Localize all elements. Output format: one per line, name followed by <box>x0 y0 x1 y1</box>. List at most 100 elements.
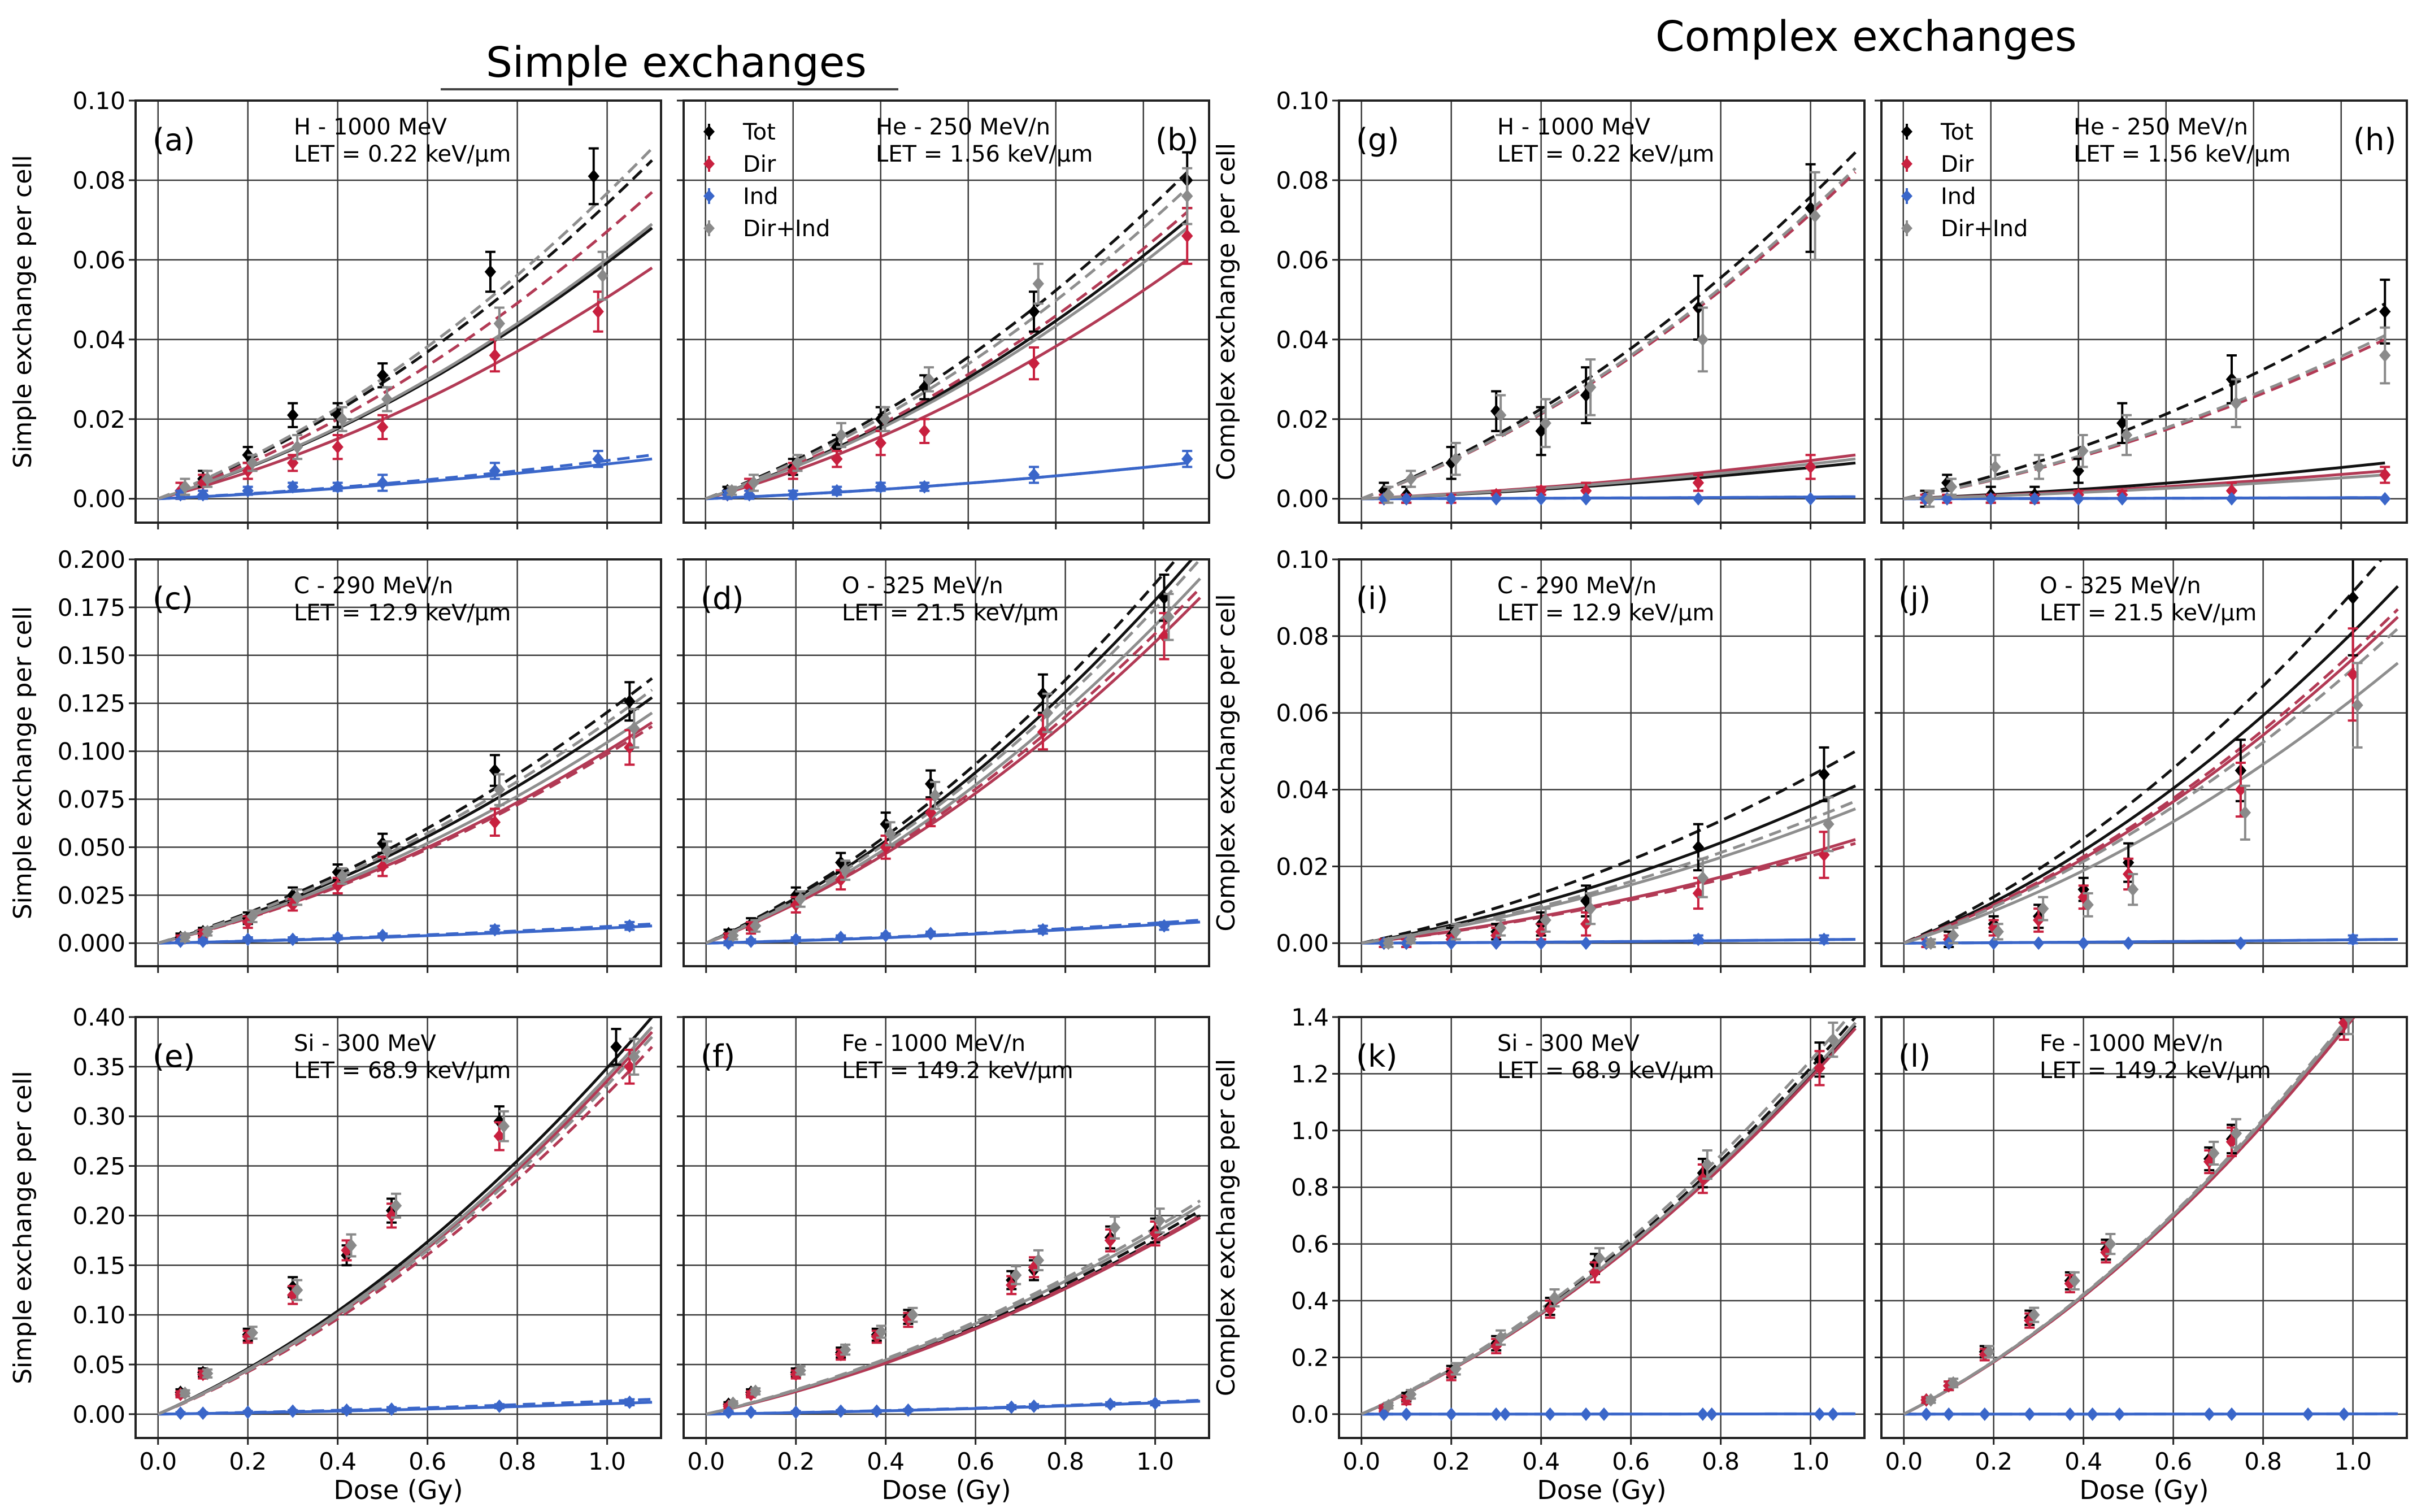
point-ind <box>242 1405 254 1419</box>
point-dir-ind <box>2037 902 2049 916</box>
point-dir-ind <box>2239 806 2251 820</box>
fit-dashed-dir-ind <box>705 187 1188 501</box>
fit-dashed-ind <box>1361 495 1856 501</box>
annotation-particle: O - 325 MeV/n <box>842 573 1003 599</box>
point-ind <box>1535 936 1547 950</box>
fit-dashed-ind <box>706 1398 1201 1416</box>
y-tick-label: 0.10 <box>72 1301 125 1329</box>
y-tick-label: 0.00 <box>72 1401 125 1428</box>
legend-label: Dir <box>1941 151 1974 177</box>
x-tick-label: 0.0 <box>139 1448 177 1475</box>
point-dir <box>624 1059 636 1074</box>
point-dir-ind <box>1405 932 1417 946</box>
point-dir-ind <box>1405 1387 1417 1401</box>
panel-label: (j) <box>1898 581 1931 616</box>
point-ind <box>1692 492 1705 506</box>
fit-curves <box>157 677 653 945</box>
point-dir-ind <box>246 456 258 470</box>
axes-frame <box>134 1016 662 1439</box>
fit-curves <box>157 1017 653 1416</box>
point-ind <box>1445 1407 1457 1421</box>
point-dir-ind <box>794 1363 806 1378</box>
fit-dashed-dir-ind <box>1903 627 2399 945</box>
fit-curves <box>705 559 1201 945</box>
x-tick-label: 0.0 <box>687 1448 725 1475</box>
point-ind <box>835 931 847 945</box>
point-dir-ind <box>2230 396 2242 410</box>
fit-dashed-ind <box>158 453 653 501</box>
plot-area <box>136 1017 661 1438</box>
legend-marker <box>1901 158 1912 170</box>
y-tick-label: 0.02 <box>72 406 125 433</box>
axes-frame <box>134 558 662 967</box>
y-tick-label: 1.2 <box>1291 1060 1329 1088</box>
axes-frame <box>683 99 1210 524</box>
y-tick-label: 0.04 <box>1276 326 1329 354</box>
y-tick-label: 0.2 <box>1291 1344 1329 1371</box>
point-ind <box>175 1406 186 1420</box>
panel-a: 0.00 0.02 0.04 0.06 0.08 0.10 Simple exchange … <box>8 87 662 529</box>
point-dir-ind <box>884 827 896 841</box>
panel-label: (g) <box>1356 122 1399 158</box>
point-dir <box>1814 1061 1825 1075</box>
x-tick-label: 0.6 <box>1612 1448 1650 1475</box>
point-dir-ind <box>493 316 506 331</box>
y-tick-label: 0.08 <box>1276 623 1329 650</box>
point-tot <box>2072 464 2084 478</box>
annotation-particle: Fe - 1000 MeV/n <box>842 1031 1025 1057</box>
point-ind <box>287 1404 299 1418</box>
y-tick-label: 0.10 <box>72 87 125 115</box>
point-dir-ind <box>747 476 760 490</box>
point-dir <box>875 436 886 450</box>
fit-solid-dir <box>705 258 1188 501</box>
axes-frame <box>1880 99 2408 524</box>
point-dir-ind <box>2342 1017 2354 1024</box>
x-tick-label: 0.4 <box>319 1448 357 1475</box>
fit-curves <box>157 147 653 501</box>
fit-dashed-dir-ind <box>1360 167 1857 501</box>
axes-frame <box>1338 1016 1866 1439</box>
point-dir <box>1692 476 1705 490</box>
point-ind <box>624 919 636 933</box>
annotation-let: LET = 149.2 keV/µm <box>842 1058 1073 1084</box>
y-tick-label: 0.06 <box>1276 699 1329 727</box>
y-tick-label: 0.20 <box>72 1202 125 1229</box>
point-tot <box>484 265 497 279</box>
point-tot <box>610 1040 622 1054</box>
point-ind <box>919 480 931 494</box>
data-points <box>721 151 1193 502</box>
point-dir-ind <box>2351 698 2363 712</box>
x-tick-label: 0.6 <box>957 1448 994 1475</box>
point-tot <box>1692 840 1705 854</box>
fit-dashed-ind <box>158 1398 653 1416</box>
annotation-particle: Si - 300 MeV <box>1497 1031 1640 1057</box>
point-dir-ind <box>1549 1291 1560 1305</box>
fit-solid-dir-ind <box>1361 457 1856 501</box>
panel-label: (c) <box>153 581 193 616</box>
panel-label: (e) <box>153 1039 195 1074</box>
annotation-let: LET = 68.9 keV/µm <box>1497 1058 1714 1084</box>
annotation-let: LET = 68.9 keV/µm <box>294 1058 511 1084</box>
point-dir-ind <box>2033 460 2045 474</box>
simple-exchanges-title: Simple exchanges <box>486 38 867 87</box>
y-tick-label: 0.04 <box>1276 776 1329 804</box>
y-tick-label: 0.10 <box>1276 546 1329 573</box>
point-dir <box>1181 229 1193 243</box>
point-dir-ind <box>597 269 608 283</box>
panel-label: (i) <box>1356 581 1388 616</box>
point-dir <box>745 921 757 935</box>
point-dir-ind <box>381 844 393 858</box>
annotation-particle: H - 1000 MeV <box>294 114 447 140</box>
point-dir <box>1692 886 1705 900</box>
point-dir <box>489 815 501 829</box>
y-tick-label: 0.050 <box>58 833 125 861</box>
point-dir <box>287 456 299 470</box>
point-dir-ind <box>2230 1126 2242 1140</box>
fit-dashed-tot <box>157 159 653 501</box>
point-dir <box>1535 484 1547 498</box>
point-dir-ind <box>2028 1308 2040 1322</box>
legend-marker <box>1901 222 1912 234</box>
y-tick-label: 0.025 <box>58 881 125 909</box>
annotation-let: LET = 1.56 keV/µm <box>876 141 1093 167</box>
point-dir-ind <box>1383 1398 1394 1413</box>
